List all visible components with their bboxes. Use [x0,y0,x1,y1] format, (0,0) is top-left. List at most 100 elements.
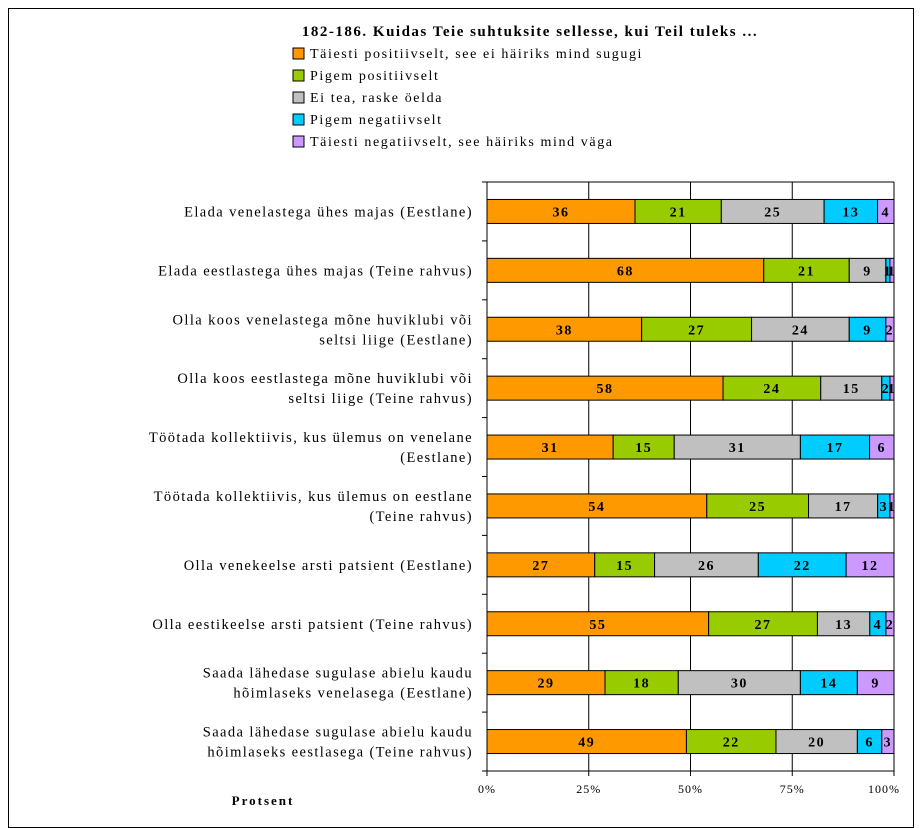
data-label: 54 [588,500,605,515]
data-label: 21 [798,264,815,279]
data-label: 9 [871,677,880,692]
data-label: 58 [597,382,614,397]
data-label: 6 [878,441,887,456]
data-label: 2 [886,618,895,633]
bar-segment [673,434,801,460]
legend-swatch-5 [292,135,305,148]
bar-segment [889,375,895,401]
category-label: Töötada kollektiivis, kus ülemus on eest… [154,489,473,505]
legend-label-2: Pigem positiivselt [310,69,440,84]
category-label: (Eestlane) [400,450,473,466]
data-label: 26 [698,559,715,574]
bar-segment [877,198,895,224]
bar-segment [889,493,895,519]
data-label: 21 [670,205,687,220]
data-label: 13 [842,205,859,220]
data-label: 4 [882,205,891,220]
bar-segment [706,493,810,519]
data-label: 13 [835,618,852,633]
data-label: 15 [843,382,860,397]
chart-title: 182-186. Kuidas Teie suhtuksite sellesse… [302,24,758,40]
category-label: Olla eestikeelse arsti patsient (Teine r… [152,617,473,633]
bar-segment [722,375,822,401]
bar-segment [486,257,765,283]
data-label: 20 [808,736,825,751]
bar-segment [881,729,895,755]
category-label: Saada lähedase sugulase abielu kaudu [203,725,473,741]
data-label: 2 [882,382,891,397]
data-label: 6 [865,736,874,751]
data-label: 25 [749,500,766,515]
bar-segment [775,729,858,755]
category-labels: Elada venelastega ühes majas (Eestlane) E… [149,204,473,761]
axes [482,181,895,776]
category-label: (Teine rahvus) [369,509,473,525]
legend-swatch-4 [292,113,305,126]
bar-segment [823,198,879,224]
bar-segment [848,316,887,342]
x-tick-label: 25% [576,782,601,796]
data-label: 27 [755,618,772,633]
data-label: 22 [794,559,811,574]
data-label: 68 [617,264,634,279]
category-label: hõimlaseks eestlasega (Teine rahvus) [207,745,473,761]
data-label: 27 [532,559,549,574]
legend: Täiesti positiivselt, see ei häiriks min… [292,47,641,150]
bar-segment [757,552,847,578]
x-tick-labels: 0% 25% 50% 75% 100% [478,782,900,796]
data-label: 15 [635,441,652,456]
data-label: 1 [888,500,897,515]
data-label: 24 [763,382,780,397]
data-label: 30 [731,677,748,692]
data-label: 22 [723,736,740,751]
legend-label-5: Täiesti negatiivselt, see häiriks mind v… [310,135,614,150]
data-label: 15 [616,559,633,574]
bar-segment [486,552,596,578]
data-label: 1 [888,264,897,279]
data-label: 18 [633,677,650,692]
category-label: Olla koos eestlastega mõne huviklubi või [177,371,473,387]
x-tick-label: 0% [478,782,496,796]
x-tick-label: 100% [868,782,900,796]
data-label: 24 [792,323,809,338]
x-tick-label: 75% [780,782,805,796]
bar-segment [856,670,895,696]
data-label: 38 [556,323,573,338]
data-label: 17 [835,500,852,515]
bar-segment [604,670,679,696]
data-label: 4 [874,618,883,633]
data-label: 3 [884,736,893,751]
bar-segment [799,434,871,460]
category-label: Töötada kollektiivis, kus ülemus on vene… [149,430,473,446]
category-label: Elada eestlastega ühes majas (Teine rahv… [158,263,473,279]
bar-segment [808,493,879,519]
data-label: 29 [538,677,555,692]
bar-segment [634,198,722,224]
bar-segment [763,257,850,283]
bar-segment [486,434,614,460]
bar-segment [486,493,708,519]
data-label: 9 [863,323,872,338]
category-label: Elada venelastega ühes majas (Eestlane) [184,204,473,220]
bar-segment [751,316,850,342]
x-axis-label: Protsent [232,793,295,808]
bar-segment [641,316,753,342]
bar-segment [889,257,895,283]
data-label: 3 [880,500,889,515]
bar-segment [708,611,818,637]
category-label: Saada lähedase sugulase abielu kaudu [203,666,473,682]
data-label: 31 [729,441,746,456]
category-label: Olla venekeelse arsti patsient (Eestlane… [184,558,473,574]
bar-segment [816,611,871,637]
bar-segment [885,316,895,342]
data-label: 1 [884,264,893,279]
bar-segment [885,611,895,637]
category-label: hõimlaseks venelasega (Eestlane) [233,686,473,702]
bar-segment [869,434,895,460]
bar-segment [845,552,895,578]
bar-segment [856,729,883,755]
data-label: 31 [542,441,559,456]
legend-label-3: Ei tea, raske öelda [310,91,443,106]
legend-swatch-3 [292,91,305,104]
